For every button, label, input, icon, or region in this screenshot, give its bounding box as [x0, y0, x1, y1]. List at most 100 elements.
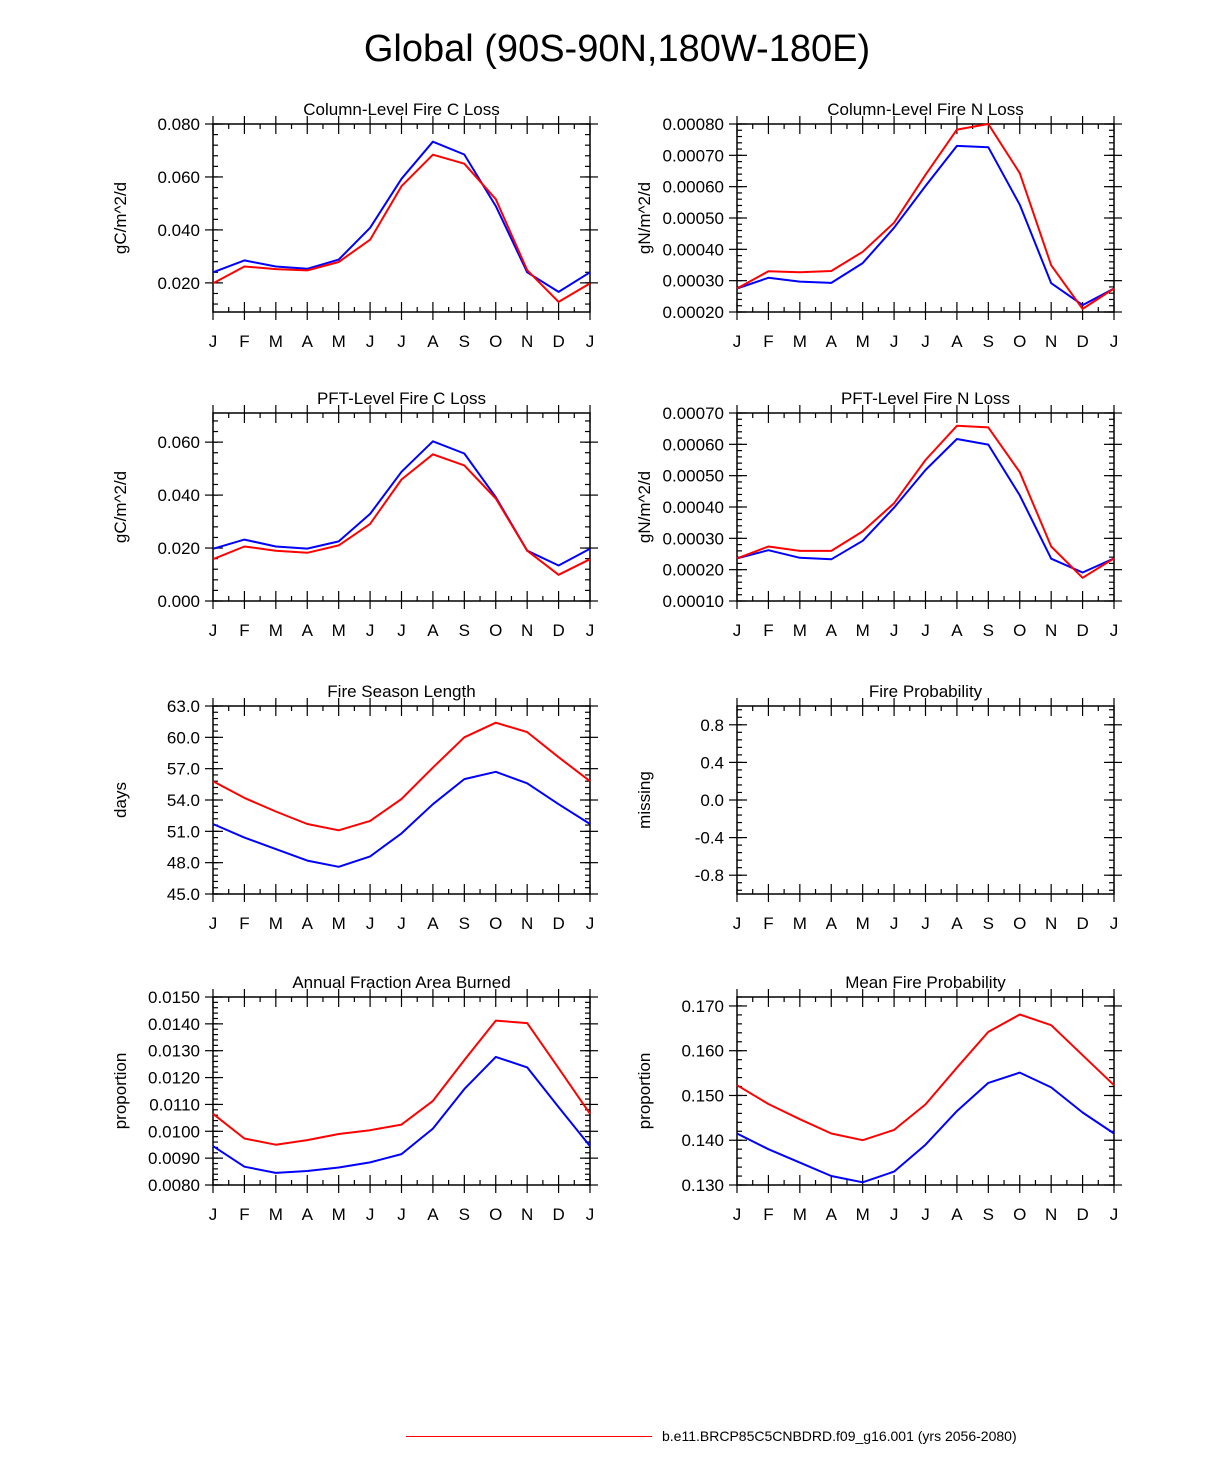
x-tick-label: O	[1013, 1205, 1026, 1224]
x-tick-label: F	[763, 1205, 773, 1224]
x-tick-label: F	[239, 621, 249, 640]
y-ticks	[729, 123, 1122, 313]
x-tick-label: F	[763, 621, 773, 640]
x-tick-label: A	[427, 914, 439, 933]
chart-title: Annual Fraction Area Burned	[292, 973, 510, 992]
x-tick-label: J	[397, 914, 406, 933]
series-line-control	[212, 770, 591, 868]
series-line-case	[736, 1013, 1115, 1142]
y-tick-label: 0.150	[681, 1086, 724, 1105]
y-tick-label: 0.00020	[663, 303, 724, 322]
y-ticks	[205, 705, 598, 895]
legend-label: b.e11.BRCP85C5CNBDRD.f09_g16.001 (yrs 20…	[662, 1428, 1017, 1444]
plot-frame	[736, 996, 1115, 1186]
x-tick-label: S	[983, 914, 994, 933]
x-tick-label: D	[1076, 1205, 1088, 1224]
x-tick-label: J	[1110, 332, 1119, 351]
x-tick-label: N	[1045, 332, 1057, 351]
x-tick-label: A	[826, 914, 838, 933]
y-tick-label: 0.040	[157, 486, 200, 505]
series-line-control	[736, 438, 1115, 574]
x-tick-label: M	[269, 914, 283, 933]
y-ticks	[205, 996, 598, 1186]
series-line-control	[212, 440, 591, 567]
x-tick-label: S	[983, 1205, 994, 1224]
y-tick-label: 0.0150	[148, 988, 200, 1007]
x-tick-label: O	[489, 1205, 502, 1224]
y-tick-label: 0.00060	[663, 178, 724, 197]
chart-title: Fire Season Length	[327, 682, 475, 701]
x-tick-label: J	[586, 621, 595, 640]
chart-title: PFT-Level Fire C Loss	[317, 389, 486, 408]
x-tick-label: F	[763, 914, 773, 933]
x-tick-label: A	[427, 1205, 439, 1224]
y-tick-label: 0.00060	[663, 435, 724, 454]
x-tick-label: N	[1045, 1205, 1057, 1224]
x-tick-label: F	[763, 332, 773, 351]
x-tick-label: A	[826, 332, 838, 351]
x-tick-label: J	[733, 621, 742, 640]
y-ticks	[729, 996, 1122, 1186]
y-tick-label: 0.00050	[663, 467, 724, 486]
x-ticks	[212, 405, 591, 609]
x-tick-label: M	[332, 621, 346, 640]
x-tick-label: A	[951, 1205, 963, 1224]
y-ticks	[729, 709, 1122, 891]
series-line-case	[212, 153, 591, 303]
x-tick-label: J	[921, 914, 930, 933]
x-tick-label: N	[1045, 621, 1057, 640]
y-axis-label: missing	[635, 771, 654, 829]
x-tick-label: D	[1076, 332, 1088, 351]
plot-frame	[212, 996, 591, 1186]
y-tick-label: 48.0	[167, 854, 200, 873]
series-line-case	[736, 424, 1115, 579]
y-tick-label: 54.0	[167, 791, 200, 810]
x-ticks	[736, 116, 1115, 320]
y-tick-label: 0.00030	[663, 272, 724, 291]
x-tick-label: M	[332, 332, 346, 351]
y-tick-label: 0.020	[157, 539, 200, 558]
chart-title: Column-Level Fire N Loss	[827, 100, 1024, 119]
y-axis-label: gN/m^2/d	[635, 471, 654, 543]
chart-title: Column-Level Fire C Loss	[303, 100, 500, 119]
x-tick-label: N	[521, 621, 533, 640]
x-tick-label: D	[1076, 914, 1088, 933]
x-tick-label: J	[209, 1205, 218, 1224]
x-ticks	[736, 698, 1115, 902]
x-tick-label: M	[793, 621, 807, 640]
x-tick-label: J	[733, 332, 742, 351]
x-tick-label: J	[366, 914, 375, 933]
legend-line-case	[406, 1436, 652, 1437]
y-tick-label: 0.000	[157, 592, 200, 611]
series-line-control	[212, 1055, 591, 1174]
x-tick-label: O	[489, 332, 502, 351]
y-tick-label: 0.0120	[148, 1069, 200, 1088]
x-tick-label: J	[397, 1205, 406, 1224]
x-tick-label: A	[951, 914, 963, 933]
series-line-control	[736, 144, 1115, 307]
y-tick-label: 0.130	[681, 1176, 724, 1195]
x-tick-label: D	[552, 332, 564, 351]
x-tick-label: F	[239, 1205, 249, 1224]
x-tick-label: J	[890, 332, 899, 351]
x-tick-label: O	[489, 914, 502, 933]
x-tick-label: J	[366, 1205, 375, 1224]
x-tick-label: S	[459, 621, 470, 640]
y-tick-label: 0.00020	[663, 561, 724, 580]
x-tick-label: J	[209, 621, 218, 640]
y-axis-label: gN/m^2/d	[635, 182, 654, 254]
plot-frame	[736, 412, 1115, 602]
y-tick-label: 45.0	[167, 885, 200, 904]
x-tick-label: M	[856, 1205, 870, 1224]
x-tick-label: M	[856, 914, 870, 933]
x-tick-label: J	[366, 621, 375, 640]
x-tick-label: J	[586, 332, 595, 351]
y-axis-label: proportion	[111, 1053, 130, 1130]
y-tick-label: 0.00040	[663, 240, 724, 259]
x-tick-label: F	[239, 914, 249, 933]
x-tick-label: A	[302, 1205, 314, 1224]
plot-frame	[212, 412, 591, 602]
